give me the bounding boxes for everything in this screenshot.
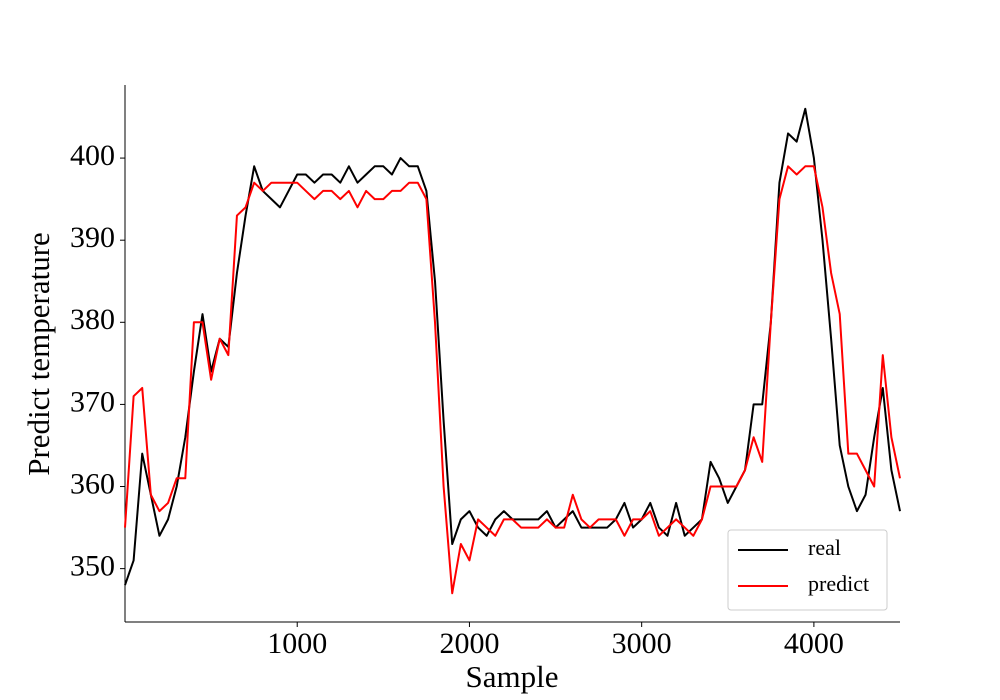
- x-axis-label: Sample: [466, 659, 559, 694]
- x-tick-label: 1000: [267, 627, 327, 660]
- series-line: [124, 165, 901, 595]
- y-tick-label: 350: [70, 550, 115, 583]
- y-tick-label: 380: [70, 303, 115, 336]
- y-tick-label: 360: [70, 467, 115, 500]
- legend-label: real: [808, 535, 841, 560]
- y-tick-label: 390: [70, 221, 115, 254]
- y-axis-label: Predict temperature: [21, 232, 56, 476]
- y-tick-label: 370: [70, 385, 115, 418]
- y-tick-label: 400: [70, 139, 115, 172]
- x-tick-label: 2000: [439, 627, 499, 660]
- x-tick-label: 4000: [784, 627, 844, 660]
- x-tick-label: 3000: [612, 627, 672, 660]
- legend-label: predict: [808, 571, 869, 596]
